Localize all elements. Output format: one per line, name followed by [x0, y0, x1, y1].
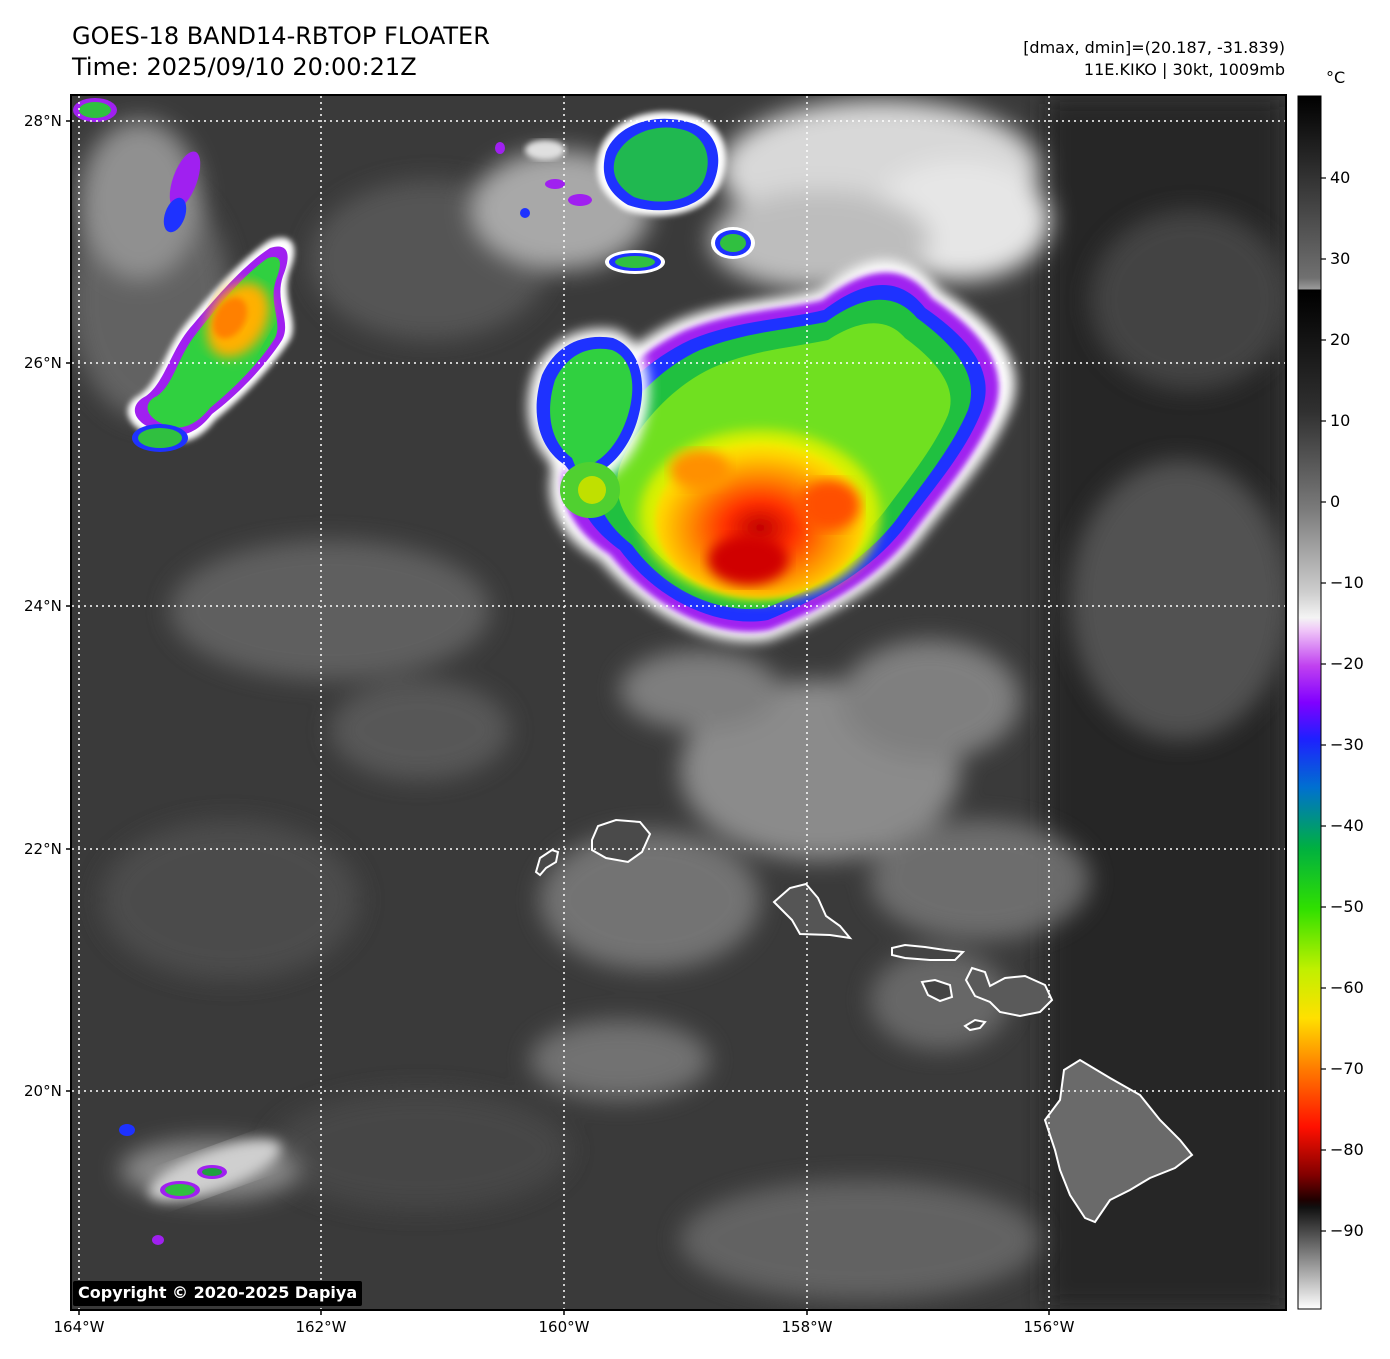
colorbar-label: −60 — [1330, 978, 1364, 997]
chart-title: GOES-18 BAND14-RBTOP FLOATER — [72, 22, 490, 50]
island-kauai — [591, 818, 652, 864]
storm-info: 11E.KIKO | 30kt, 1009mb — [1083, 60, 1285, 79]
hawaiian-islands — [534, 818, 1194, 1224]
lon-label-164: 164°W — [53, 1318, 105, 1336]
colorbar-label: −80 — [1330, 1140, 1364, 1159]
colorbar-label: 40 — [1330, 168, 1351, 187]
map-frame — [70, 94, 1287, 1311]
colorbar-ticks — [1321, 177, 1326, 1232]
lat-label-20: 20°N — [24, 1082, 62, 1100]
southwest-convection — [119, 1124, 282, 1245]
island-maui — [964, 966, 1054, 1018]
axis-ticks — [66, 120, 1050, 1315]
colorbar-unit: °C — [1326, 68, 1346, 87]
colorbar-label: 30 — [1330, 249, 1351, 268]
colorbar-label: −20 — [1330, 654, 1364, 673]
lon-label-160: 160°W — [538, 1318, 590, 1336]
data-range-info: [dmax, dmin]=(20.187, -31.839) — [1023, 38, 1285, 57]
colorbar-label: 10 — [1330, 411, 1351, 430]
colorbar — [1297, 95, 1322, 1310]
island-hawaii — [1043, 1058, 1194, 1224]
colorbar-label: −30 — [1330, 735, 1364, 754]
lon-label-162: 162°W — [295, 1318, 347, 1336]
copyright-badge: Copyright © 2020-2025 Dapiya — [73, 1281, 363, 1306]
graticule — [72, 96, 1285, 1309]
island-kahoolawe — [963, 1018, 987, 1032]
lat-label-26: 26°N — [24, 354, 62, 372]
lat-label-24: 24°N — [24, 597, 62, 615]
colorbar-label: −90 — [1330, 1221, 1364, 1240]
lon-label-158: 158°W — [781, 1318, 833, 1336]
colorbar-label: −50 — [1330, 897, 1364, 916]
island-lanai — [920, 978, 954, 1003]
north-convection — [495, 111, 755, 274]
main-convection — [528, 260, 1016, 642]
lat-label-22: 22°N — [24, 840, 62, 858]
colorbar-label: 0 — [1330, 492, 1341, 511]
colorbar-label: 20 — [1330, 330, 1351, 349]
timestamp-title: Time: 2025/09/10 20:00:21Z — [72, 53, 417, 81]
colorbar-label: −40 — [1330, 816, 1364, 835]
island-oahu — [772, 882, 853, 940]
island-molokai — [891, 943, 966, 961]
colorbar-label: −10 — [1330, 573, 1364, 592]
island-niihau — [534, 848, 560, 877]
west-convection — [73, 98, 295, 452]
lon-label-156: 156°W — [1023, 1318, 1075, 1336]
lat-label-28: 28°N — [24, 112, 62, 130]
colorbar-label: −70 — [1330, 1059, 1364, 1078]
